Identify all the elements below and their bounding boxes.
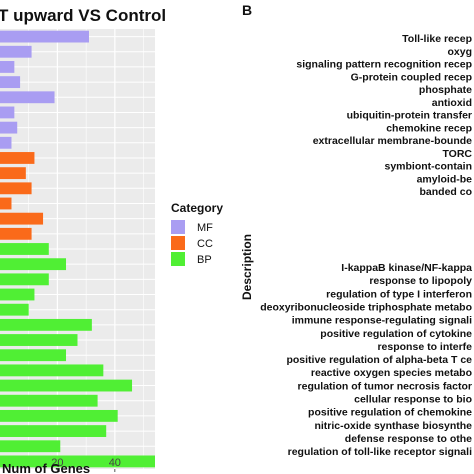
bar-cc [0,227,32,240]
legend-label-bp: BP [197,254,212,266]
description-label: antioxid [432,97,472,109]
bar-bp [0,258,67,271]
description-label: chemokine recep [386,122,472,134]
legend-swatch-mf [171,220,185,234]
description-label: defense response to othe [345,433,472,445]
description-label: regulation of type I interferon [326,288,472,300]
bar-bp [0,379,133,392]
bar-mf [0,30,89,43]
bar-mf [0,136,12,149]
bar-mf [0,121,18,134]
legend-label-mf: MF [197,222,213,234]
bar-bp [0,364,104,377]
bar-bp [0,349,67,362]
description-label: regulation of toll-like receptor signali [288,446,472,458]
bar-bp [0,288,35,301]
legend-swatch-bp [171,252,185,266]
bar-bp [0,303,29,316]
description-label: cellular response to bio [354,394,472,406]
x-axis-label: Num of Genes [2,461,90,474]
x-tick-label: 40 [109,457,121,469]
bar-bp [0,243,49,255]
description-label: response to interfe [377,341,472,353]
description-label: reactive oxygen species metabo [311,367,472,379]
description-label: amyloid-be [417,173,473,185]
description-label: response to lipopoly [369,275,472,287]
x-tick-label: 20 [51,457,63,469]
description-label: G-protein coupled recep [351,71,472,83]
description-label: I-kappaB kinase/NF-kappa [341,262,472,274]
bar-cc [0,212,44,225]
chart-title: T upward VS Control [0,6,166,25]
bar-cc [0,167,26,180]
legend-swatch-cc [171,236,185,250]
bar-bp [0,318,92,331]
bar-mf [0,45,32,58]
bar-mf [0,91,55,104]
description-label: ubiquitin-protein transfer [347,110,472,122]
y-axis-label-description: Description [240,234,254,300]
bar-cc [0,182,32,195]
bar-bp [0,455,155,468]
description-label: positive regulation of chemokine [308,407,472,419]
bar-bp [0,273,49,286]
bar-bp [0,425,107,437]
bar-bp [0,334,78,346]
x-ticks: 20 40 [51,457,121,472]
bar-bp [0,440,61,453]
description-label: TORC [442,148,472,160]
bar-mf [0,106,15,119]
grid [0,29,155,469]
legend: MF CC BP [171,220,213,266]
panel-label-b: B [242,2,252,18]
description-label: signaling pattern recognition recep [296,59,472,71]
description-label: phosphate [419,84,472,96]
bar-cc [0,197,12,210]
bar-cc [0,152,35,164]
description-label: nitric-oxide synthase biosynthe [314,420,472,432]
description-label: positive regulation of alpha-beta T ce [286,354,472,366]
description-label: symbiont-contain [384,161,472,173]
bar-mf [0,61,15,73]
bar-bp [0,409,118,422]
description-label: positive regulation of cytokine [320,328,472,340]
description-label: immune response-regulating signali [292,315,472,327]
description-label: oxyg [447,46,472,58]
bar-mf [0,76,21,89]
legend-title: Category [171,201,223,215]
description-label: regulation of tumor necrosis factor [298,380,472,392]
bar-bp [0,394,98,407]
legend-label-cc: CC [197,238,213,250]
description-label: banded co [419,186,472,198]
description-label: Toll-like recep [402,33,472,45]
description-label: deoxyribonucleoside triphosphate metabo [260,301,472,313]
bars [0,30,155,468]
description-label: extracellular membrane-bounde [313,135,472,147]
